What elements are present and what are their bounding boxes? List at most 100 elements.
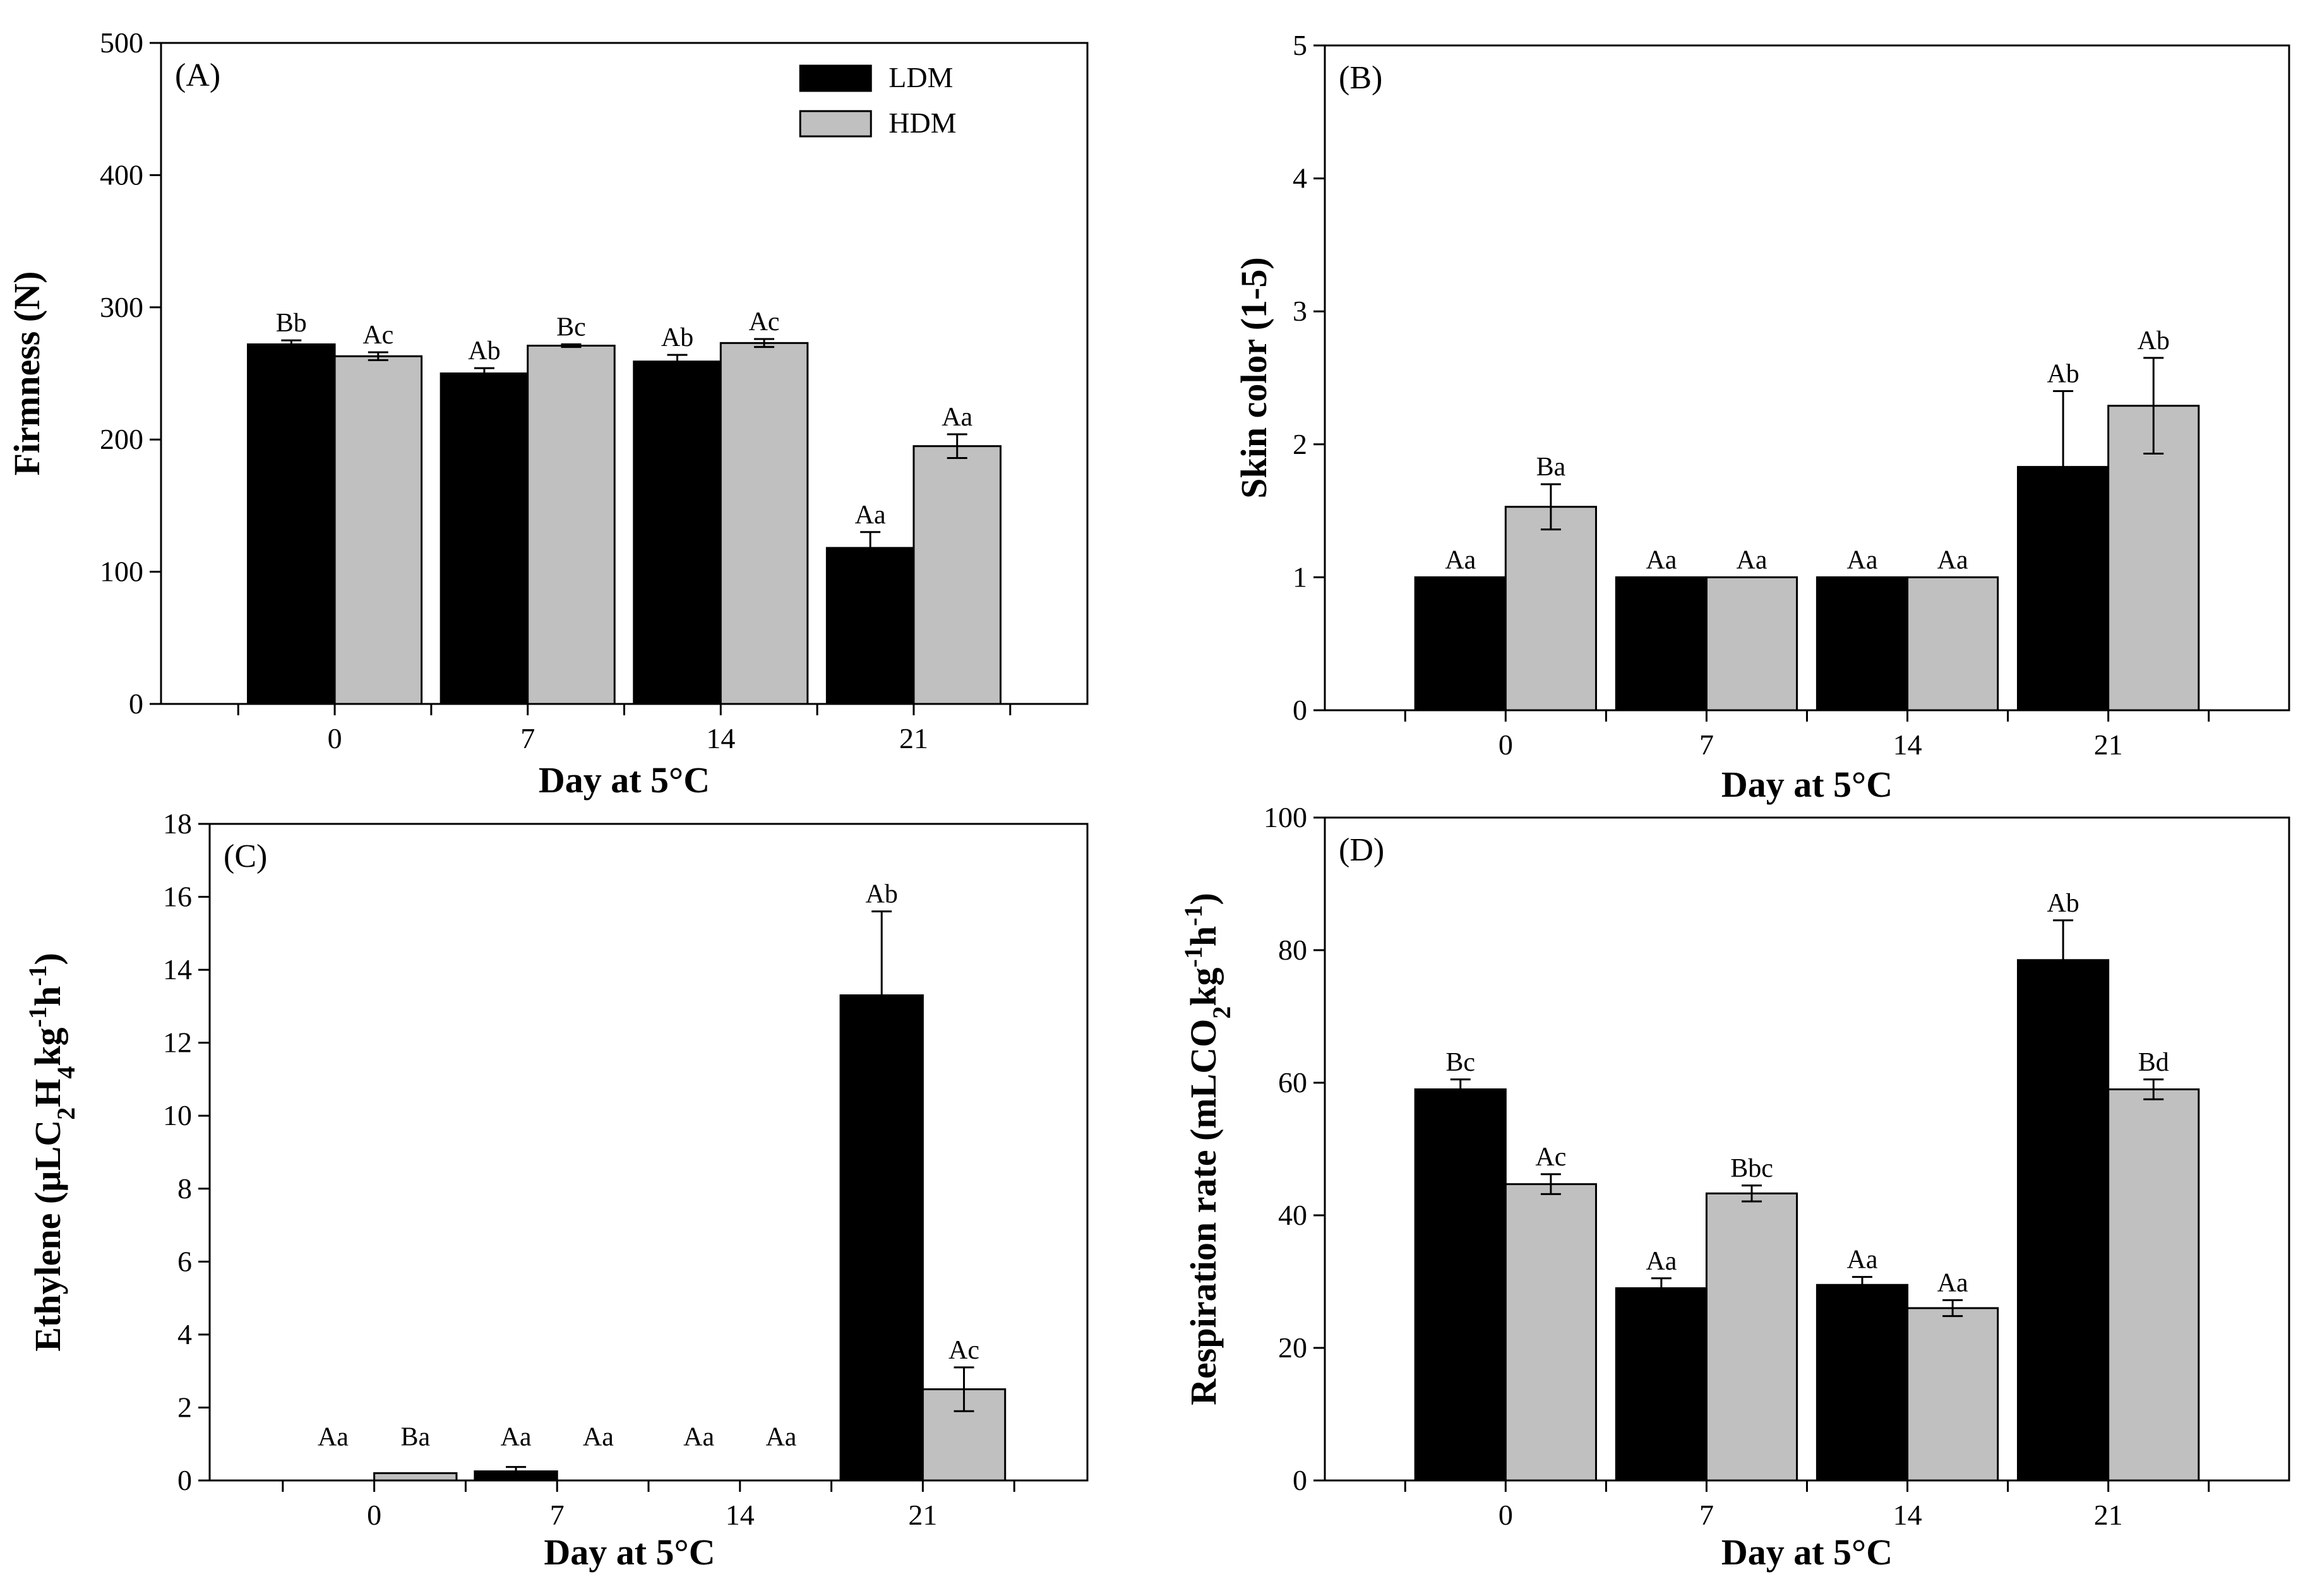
significance-label: Bb (276, 309, 307, 338)
y-tick-label: 500 (100, 27, 143, 59)
y-tick-label: 0 (129, 688, 143, 720)
bar-ldm (1615, 576, 1708, 712)
significance-label: Ac (749, 307, 780, 336)
bar-hdm (2107, 1088, 2200, 1482)
panel-label: (D) (1339, 832, 1384, 868)
x-tick-label: 7 (1699, 1499, 1714, 1531)
significance-label: Ba (400, 1422, 430, 1451)
legend-label-hdm: HDM (888, 107, 956, 139)
y-tick-label: 0 (177, 1464, 192, 1496)
y-tick-label: 20 (1278, 1331, 1307, 1364)
significance-label: Aa (1445, 545, 1476, 575)
plot-frame (208, 823, 1089, 1482)
y-axis-title: Respiration rate (mLCO2kg-1h-1) (1179, 893, 1236, 1405)
y-tick-label: 3 (1293, 295, 1307, 327)
x-axis-title: Day at 5°C (539, 759, 710, 801)
significance-label: Aa (1937, 1268, 1968, 1297)
y-axis-title: Skin color (1-5) (1233, 257, 1274, 498)
y-tick-label: 100 (1264, 801, 1307, 833)
panel-d-respiration-chart: 0 20 40 60 80 100 0 7 14 21 Bc Aa Aa Ab Ac Bbc Aa Bd (D) Da… (1179, 801, 2290, 1573)
y-tick-label: 12 (163, 1027, 192, 1059)
y-tick-label: 1 (1293, 561, 1307, 593)
significance-label: Ac (362, 321, 393, 350)
bar-hdm (1906, 576, 1999, 712)
bar-ldm (1414, 1088, 1507, 1482)
y-tick-label: 60 (1278, 1066, 1307, 1099)
significance-label: Aa (942, 403, 972, 432)
significance-label: Aa (855, 501, 886, 530)
bar-hdm (2107, 405, 2200, 712)
significance-label: Ab (2138, 326, 2170, 355)
legend-swatch-ldm (799, 64, 872, 92)
bar-ldm (2017, 959, 2110, 1482)
panel-b-skin-color-chart: 0 1 2 3 4 5 0 7 14 21 Aa Aa Aa Ab Ba Aa Aa Ab (B) Day at 5°… (1233, 29, 2290, 805)
x-tick-label: 0 (367, 1499, 381, 1531)
y-tick-label: 6 (177, 1245, 192, 1277)
bar-ldm (1816, 576, 1909, 712)
bar-hdm (1705, 1192, 1798, 1482)
x-axis-title: Day at 5°C (544, 1532, 715, 1573)
panel-label: (A) (175, 57, 220, 93)
significance-label: Ab (661, 323, 693, 352)
panel-a-firmness-chart: 0 100 200 300 400 500 0 7 14 21 Bb Ab Ab Aa Ac Bc Ac Aa (A… (6, 27, 1089, 801)
legend: LDM HDM (799, 61, 957, 139)
y-tick-label: 2 (1293, 428, 1307, 460)
y-tick-label: 14 (163, 953, 192, 986)
significance-label: Ab (2047, 889, 2079, 918)
significance-label: Aa (683, 1422, 714, 1451)
significance-label: Ac (1535, 1143, 1566, 1172)
x-tick-label: 21 (2094, 1499, 2123, 1531)
bar-ldm (1414, 576, 1507, 712)
y-tick-label: 5 (1293, 29, 1307, 61)
significance-label: Bc (1445, 1048, 1475, 1077)
panel-label: (B) (1339, 60, 1382, 96)
y-tick-label: 200 (100, 423, 143, 455)
significance-label: Ab (866, 880, 898, 909)
bar-ldm (825, 547, 915, 705)
bar-hdm (912, 445, 1002, 705)
x-tick-label: 0 (1498, 1499, 1513, 1531)
significance-label: Aa (1737, 545, 1768, 575)
x-tick-label: 0 (1498, 729, 1513, 761)
bar-hdm (333, 355, 423, 705)
bar-hdm (719, 342, 809, 705)
bar-hdm (921, 1388, 1007, 1482)
y-tick-label: 16 (163, 881, 192, 913)
y-tick-label: 300 (100, 291, 143, 323)
significance-label: Aa (1937, 545, 1968, 575)
significance-label: Aa (1646, 1247, 1677, 1276)
x-tick-label: 21 (908, 1499, 937, 1531)
x-axis-title: Day at 5°C (1721, 764, 1893, 805)
panel-label: (C) (224, 838, 267, 874)
legend-label-ldm: LDM (888, 61, 953, 93)
significance-label: Bbc (1730, 1154, 1773, 1183)
significance-label: Aa (1646, 545, 1677, 575)
y-tick-label: 100 (100, 556, 143, 588)
panel-c-ethylene-chart: 0 2 4 6 8 10 12 14 16 18 0 7 14 21 Aa Aa Aa Ab Ba Aa Aa Ac (C)… (23, 807, 1089, 1573)
significance-label: Aa (501, 1422, 532, 1451)
y-tick-label: 4 (177, 1318, 192, 1350)
y-tick-label: 0 (1293, 694, 1307, 726)
y-tick-label: 2 (177, 1391, 192, 1423)
x-tick-label: 14 (706, 722, 735, 754)
bar-ldm (633, 360, 722, 705)
bar-hdm (373, 1472, 458, 1482)
y-tick-label: 0 (1293, 1464, 1307, 1496)
bar-hdm (1504, 1183, 1597, 1482)
x-tick-label: 0 (328, 722, 342, 754)
y-tick-label: 40 (1278, 1199, 1307, 1231)
y-tick-label: 80 (1278, 934, 1307, 966)
x-tick-label: 14 (1893, 1499, 1922, 1531)
y-tick-label: 10 (163, 1099, 192, 1131)
x-axis-title: Day at 5°C (1721, 1532, 1893, 1573)
significance-label: Aa (318, 1422, 349, 1451)
significance-label: Aa (1846, 1246, 1877, 1275)
significance-label: Bd (2138, 1048, 2169, 1077)
bar-hdm (1906, 1307, 1999, 1482)
significance-label: Ac (948, 1336, 979, 1365)
x-tick-label: 7 (550, 1499, 565, 1531)
significance-label: Aa (765, 1422, 796, 1451)
bar-ldm (1615, 1287, 1708, 1482)
bar-hdm (1705, 576, 1798, 712)
